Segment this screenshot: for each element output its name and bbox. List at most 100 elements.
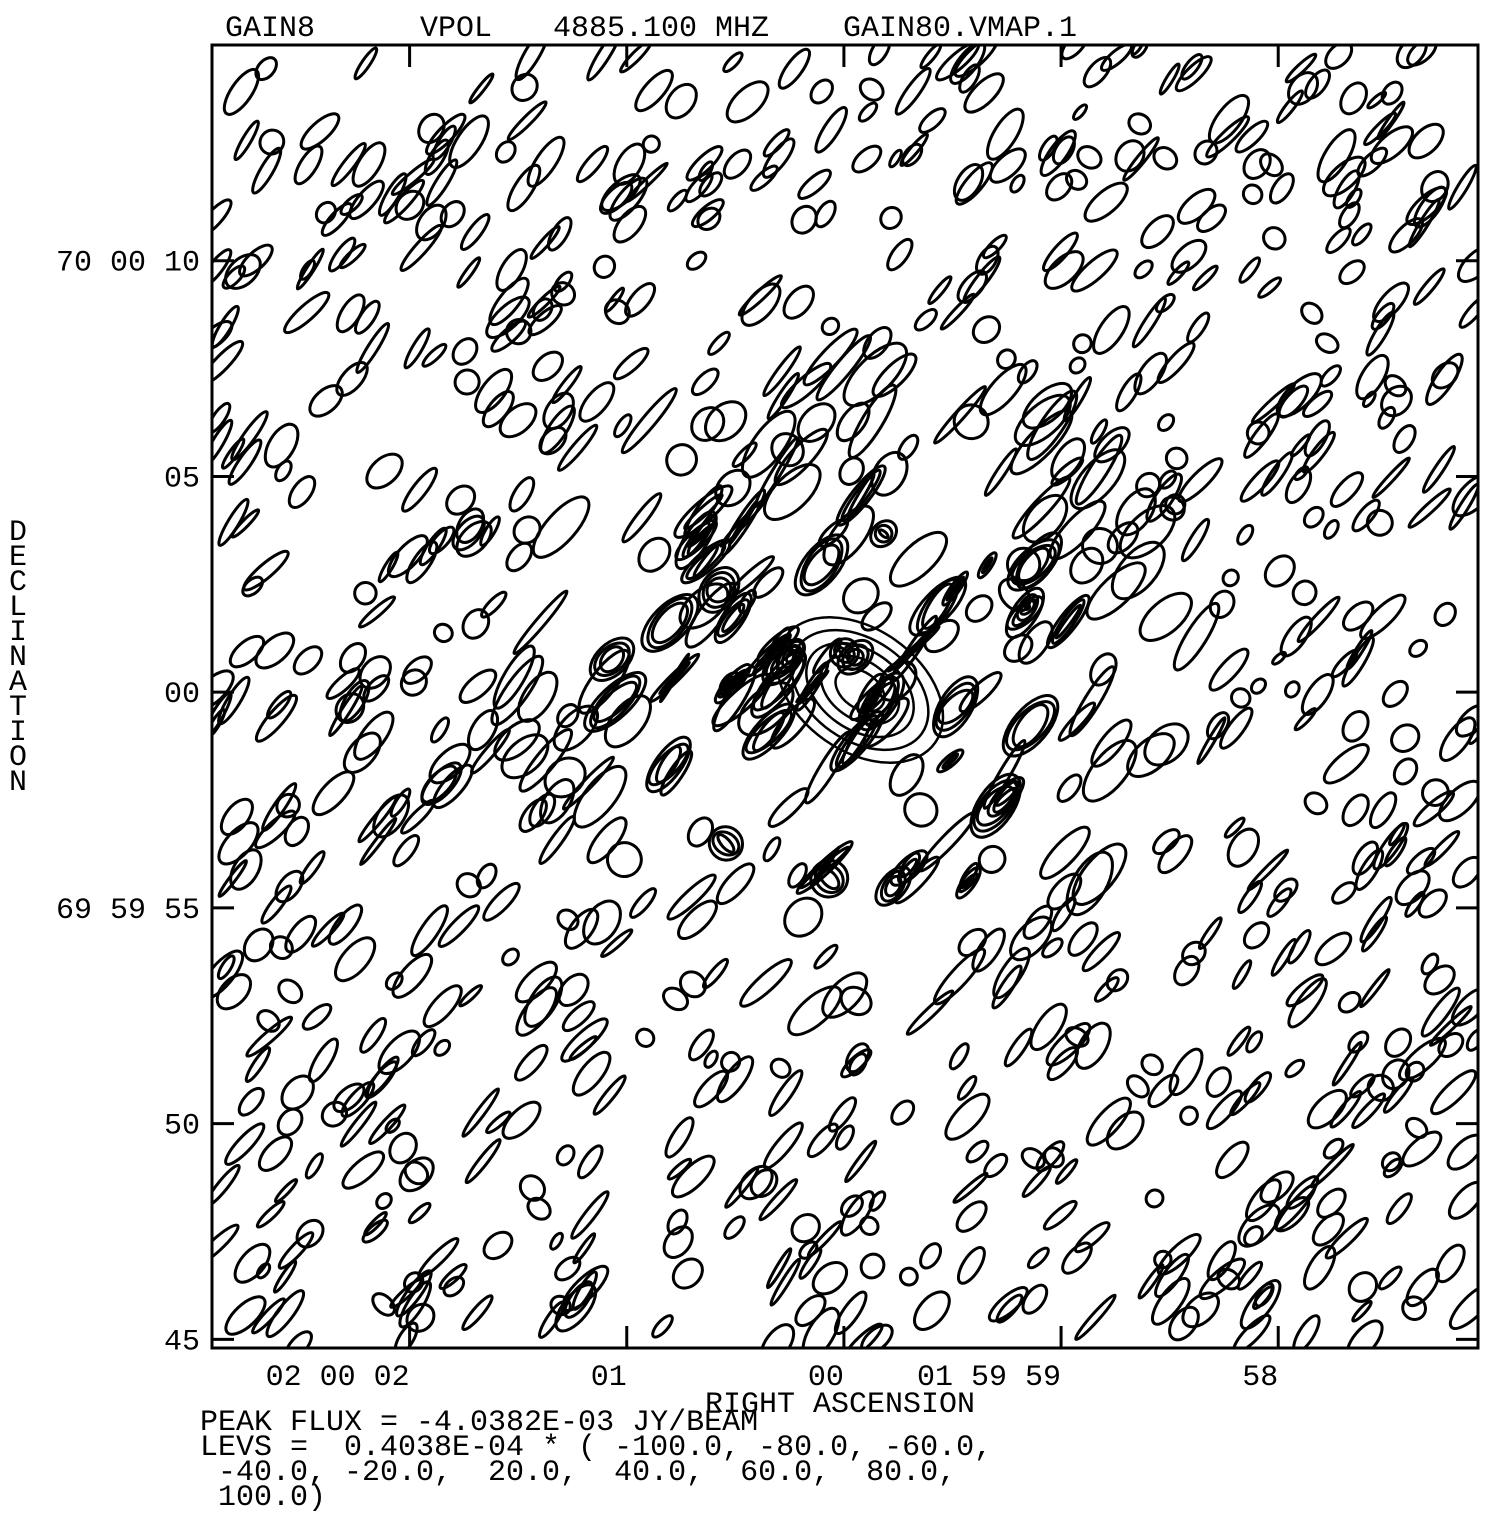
contour xyxy=(390,157,436,197)
contour xyxy=(490,654,545,727)
contour xyxy=(1221,568,1240,588)
contour xyxy=(459,213,491,251)
contour xyxy=(1236,523,1255,546)
contour xyxy=(241,575,265,598)
contour xyxy=(1465,1028,1478,1052)
contour xyxy=(1219,706,1254,750)
contour xyxy=(939,292,976,331)
contour xyxy=(797,168,832,200)
contour xyxy=(429,716,451,744)
contour xyxy=(946,756,955,766)
contour xyxy=(846,472,876,519)
contour xyxy=(233,1242,272,1284)
contour xyxy=(589,674,642,730)
contour xyxy=(1407,122,1445,160)
contour xyxy=(1021,493,1069,544)
contour xyxy=(905,989,955,1036)
contour xyxy=(371,1292,396,1317)
contour xyxy=(666,188,689,213)
contour xyxy=(353,580,378,606)
contour xyxy=(988,147,1027,184)
contour xyxy=(1337,990,1362,1014)
contour xyxy=(1412,267,1446,306)
contour xyxy=(341,1150,386,1190)
contour xyxy=(715,1055,755,1104)
contour xyxy=(790,204,818,235)
contour xyxy=(834,1124,855,1151)
contour xyxy=(1287,929,1312,965)
contour xyxy=(692,525,711,546)
contour xyxy=(1144,1188,1165,1209)
contour xyxy=(399,223,443,272)
contour xyxy=(763,463,822,521)
contour xyxy=(1238,256,1262,284)
contour xyxy=(605,841,643,879)
contour xyxy=(455,872,482,899)
y-tick-label: 50 xyxy=(164,1110,200,1144)
contour xyxy=(1076,145,1103,170)
contour xyxy=(418,526,448,567)
contour xyxy=(698,171,724,198)
contour xyxy=(1239,459,1281,503)
title-part: 4885.100 MHZ xyxy=(553,12,769,46)
contour xyxy=(1377,405,1397,430)
contour xyxy=(495,248,528,292)
contour xyxy=(212,198,233,238)
contour xyxy=(1458,294,1478,329)
contour xyxy=(358,595,397,629)
contour xyxy=(229,848,263,891)
contour xyxy=(635,1027,656,1048)
contour xyxy=(857,677,886,720)
contour xyxy=(401,466,439,513)
contour xyxy=(355,321,391,375)
contour xyxy=(956,1246,986,1285)
contour xyxy=(586,816,628,865)
contour xyxy=(488,276,530,327)
contour xyxy=(696,206,722,231)
note-line: PEAK FLUX = -4.0382E-03 JY/BEAM xyxy=(200,1406,758,1440)
contour xyxy=(1074,433,1124,506)
contour xyxy=(1207,93,1251,145)
contour xyxy=(941,570,970,607)
contour xyxy=(948,1042,970,1071)
contour xyxy=(1385,1192,1413,1226)
contour xyxy=(862,696,910,748)
title-part: VPOL xyxy=(420,12,492,46)
contour xyxy=(1383,374,1408,398)
contour xyxy=(293,144,324,186)
x-tick-label: 02 00 02 xyxy=(266,1361,410,1395)
contour xyxy=(1351,222,1373,247)
contour xyxy=(237,1086,265,1117)
contour xyxy=(761,137,796,179)
contour xyxy=(613,413,633,439)
contour xyxy=(787,862,808,889)
contour xyxy=(437,904,481,948)
contour xyxy=(1331,881,1357,905)
contour xyxy=(578,381,616,423)
contour xyxy=(1022,904,1054,940)
contour xyxy=(1338,201,1361,230)
contour xyxy=(1127,112,1152,136)
contour xyxy=(348,179,385,221)
contour xyxy=(770,432,805,468)
contour xyxy=(1284,680,1301,699)
contour xyxy=(869,519,899,549)
contour xyxy=(458,984,484,1008)
contour xyxy=(674,510,718,571)
contour xyxy=(1365,310,1396,357)
contour xyxy=(620,387,678,455)
contour xyxy=(575,144,610,184)
contour xyxy=(782,284,815,320)
contour xyxy=(805,641,915,739)
contour xyxy=(1015,531,1063,591)
contour xyxy=(858,77,885,102)
contour xyxy=(359,816,398,867)
contour xyxy=(453,368,481,396)
contour xyxy=(722,148,753,180)
contour xyxy=(981,233,1008,260)
contour xyxy=(721,602,746,634)
contour xyxy=(568,1035,598,1062)
contour xyxy=(474,367,514,414)
contour xyxy=(1314,332,1340,354)
contour xyxy=(944,1092,991,1141)
